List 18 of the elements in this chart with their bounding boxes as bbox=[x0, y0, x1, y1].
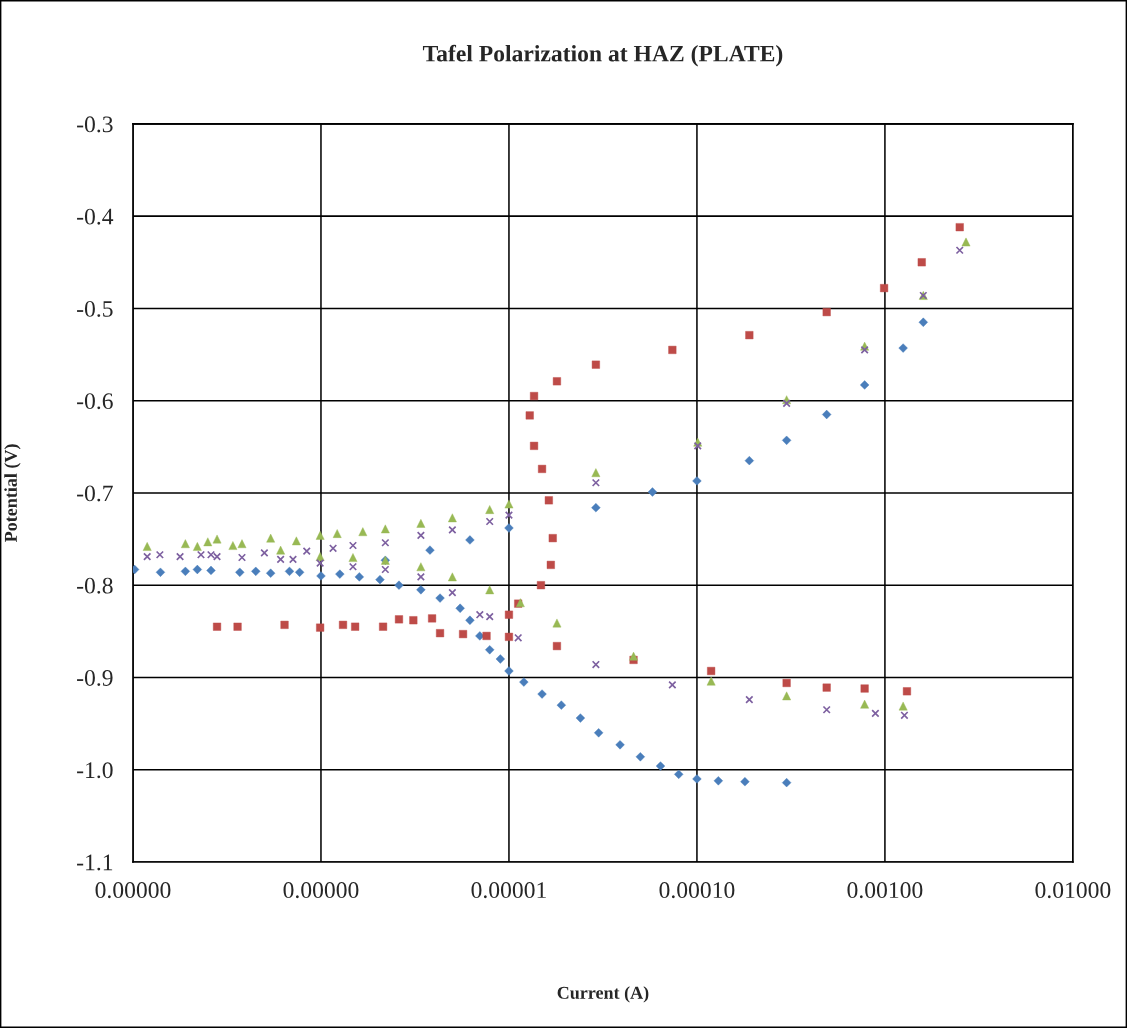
x-tick-label: 0.01000 bbox=[1035, 882, 1111, 899]
y-tick-label: -0.3 bbox=[77, 116, 113, 133]
y-tick-label: -0.5 bbox=[77, 300, 113, 317]
x-tick-label: 0.00010 bbox=[659, 882, 735, 899]
y-tick-label: -0.6 bbox=[77, 393, 113, 410]
y-tick-label: -0.7 bbox=[77, 485, 113, 502]
y-tick-label: -0.4 bbox=[77, 208, 114, 225]
x-axis-title: Current (A) bbox=[557, 986, 649, 1003]
x-tick-label: 0.00100 bbox=[847, 882, 923, 899]
y-tick-label: -1.1 bbox=[77, 854, 113, 871]
chart-title: Tafel Polarization at HAZ (PLATE) bbox=[422, 44, 783, 67]
x-tick-label: 0.00000 bbox=[283, 882, 359, 899]
y-tick-label: -0.8 bbox=[77, 577, 113, 594]
y-axis-title: Potential (V) bbox=[4, 444, 21, 542]
y-tick-label: -0.9 bbox=[77, 669, 113, 686]
x-tick-label: 0.00001 bbox=[471, 882, 546, 899]
y-tick-label: -1.0 bbox=[77, 762, 113, 779]
x-tick-label: 0.00000 bbox=[95, 882, 171, 899]
